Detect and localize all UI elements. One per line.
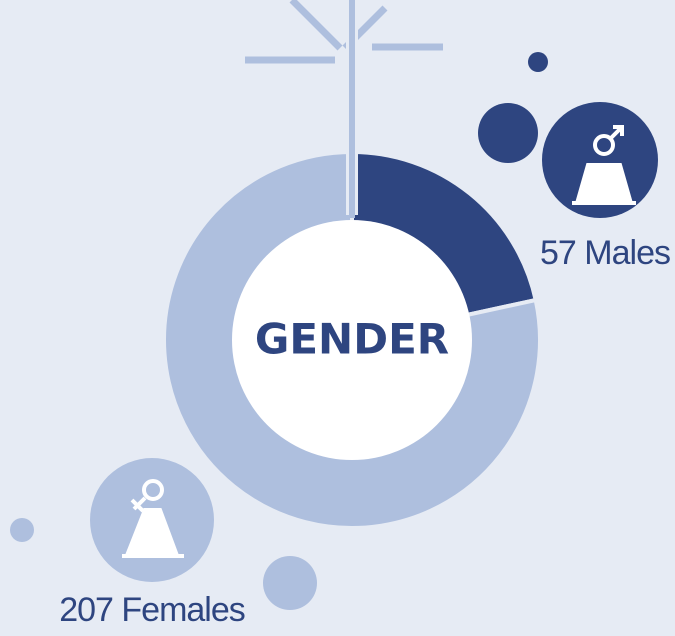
male-badge — [542, 102, 658, 218]
data-label: 207 Females — [59, 591, 245, 629]
data-label: 57 Males — [540, 234, 670, 272]
female-icon — [122, 479, 184, 558]
burst-line — [289, 0, 343, 51]
starburst — [245, 0, 443, 64]
chart-title: GENDER — [255, 315, 449, 364]
divider — [349, 0, 355, 218]
male-icon — [572, 125, 636, 205]
donut-hole — [232, 220, 472, 460]
decor-dot — [528, 52, 548, 72]
decor-dot — [478, 103, 538, 163]
decor-dot — [10, 518, 34, 542]
decor-dot — [263, 556, 317, 610]
